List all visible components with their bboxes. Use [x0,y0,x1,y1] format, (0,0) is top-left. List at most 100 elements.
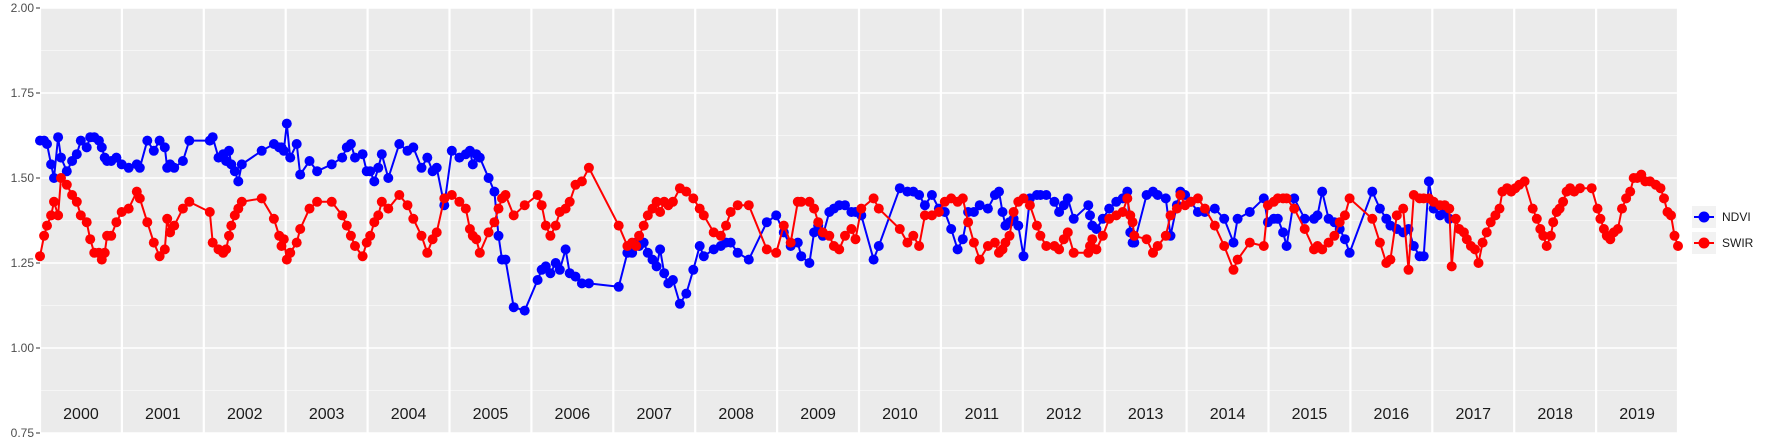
data-point-ndvi [96,142,107,153]
data-point-swir [1289,203,1300,214]
year-label: 2011 [965,406,1000,423]
data-point-ndvi [431,162,442,173]
data-point-swir [154,251,165,262]
data-point-ndvi [281,118,292,129]
data-point-ndvi [304,156,315,166]
data-point-ndvi [148,145,159,156]
data-point-ndvi [291,139,302,149]
data-point-ndvi [49,173,59,183]
y-tick-label: 1.75 [11,86,35,100]
data-point-swir [1659,193,1669,204]
data-point-ndvi [957,234,968,245]
data-point-swir [1068,247,1079,258]
data-point-ndvi [1041,190,1052,200]
data-point-ndvi [224,145,234,156]
data-point-swir [422,247,433,258]
year-label: 2006 [555,406,591,423]
data-point-swir [1091,244,1102,255]
data-point-ndvi [1085,210,1095,221]
data-point-ndvi [532,275,543,285]
data-point-ndvi [1209,203,1220,214]
data-point-ndvi [1344,247,1355,258]
data-point-ndvi [1281,241,1292,251]
data-point-swir [1152,241,1163,251]
y-tick-label: 2.00 [11,1,35,15]
data-point-ndvi [613,281,624,292]
data-point-ndvi [694,241,705,251]
data-point-swir [908,230,919,241]
data-point-ndvi [337,152,348,163]
data-point-ndvi [1068,213,1079,224]
year-label: 2019 [1619,406,1655,423]
data-point-ndvi [312,166,323,177]
year-label: 2007 [636,406,672,423]
data-point-ndvi [1423,176,1434,187]
data-point-ndvi [519,305,530,316]
data-point-ndvi [1013,220,1024,231]
data-point-swir [957,193,968,204]
data-point-ndvi [583,278,594,289]
data-point-swir [721,220,731,231]
data-point-swir [856,203,867,214]
data-point-swir [1004,230,1015,241]
data-point-ndvi [500,254,511,265]
data-point-swir [61,179,72,190]
data-point-ndvi [919,200,930,211]
data-point-swir [1541,241,1552,251]
data-point-swir [1374,237,1385,248]
data-point-swir [1160,230,1171,241]
data-point-ndvi [467,159,478,170]
data-point-ndvi [446,145,457,156]
data-point-swir [471,234,482,245]
data-point-ndvi [1083,200,1094,211]
data-point-ndvi [1244,207,1255,217]
data-point-ndvi [416,162,427,173]
data-point-swir [337,210,348,221]
data-point-swir [1617,203,1627,214]
data-point-ndvi [1339,234,1350,245]
data-point-ndvi [1049,196,1060,207]
data-point-swir [1450,213,1461,224]
data-point-ndvi [914,190,925,200]
data-point-swir [508,210,519,221]
data-point-swir [1299,224,1310,234]
data-point-swir [408,213,419,224]
data-point-ndvi [42,139,52,149]
data-point-swir [341,220,352,231]
data-point-swir [1008,207,1019,217]
data-point-ndvi [1418,251,1429,262]
data-point-swir [809,203,820,214]
data-point-swir [1228,264,1239,275]
y-tick-label: 1.50 [11,171,35,185]
data-point-swir [1595,213,1606,224]
data-point-ndvi [134,162,145,173]
data-point-swir [1586,183,1597,194]
data-point-ndvi [982,203,993,214]
year-label: 2000 [63,406,99,423]
data-point-swir [1244,237,1255,248]
data-point-swir [963,217,974,228]
data-point-ndvi [422,152,433,163]
data-point-swir [743,200,754,211]
data-point-ndvi [123,162,134,173]
data-point-swir [75,210,86,221]
data-point-ndvi [1104,203,1115,214]
data-point-swir [85,234,96,245]
data-point-swir [236,196,247,207]
data-point-ndvi [681,288,692,299]
data-point-swir [383,203,394,214]
data-point-ndvi [667,275,678,285]
data-point-swir [974,254,985,265]
data-point-swir [1391,210,1402,221]
data-point-swir [933,207,944,217]
data-point-ndvi [674,298,685,309]
data-point-swir [698,210,709,221]
data-point-ndvi [1374,203,1385,214]
y-tick-label: 1.00 [11,341,35,355]
year-label: 2010 [882,406,918,423]
data-point-ndvi [1228,237,1239,248]
data-point-swir [111,217,122,228]
data-point-swir [446,190,457,200]
data-point-ndvi [278,145,289,156]
data-point-ndvi [357,149,368,160]
